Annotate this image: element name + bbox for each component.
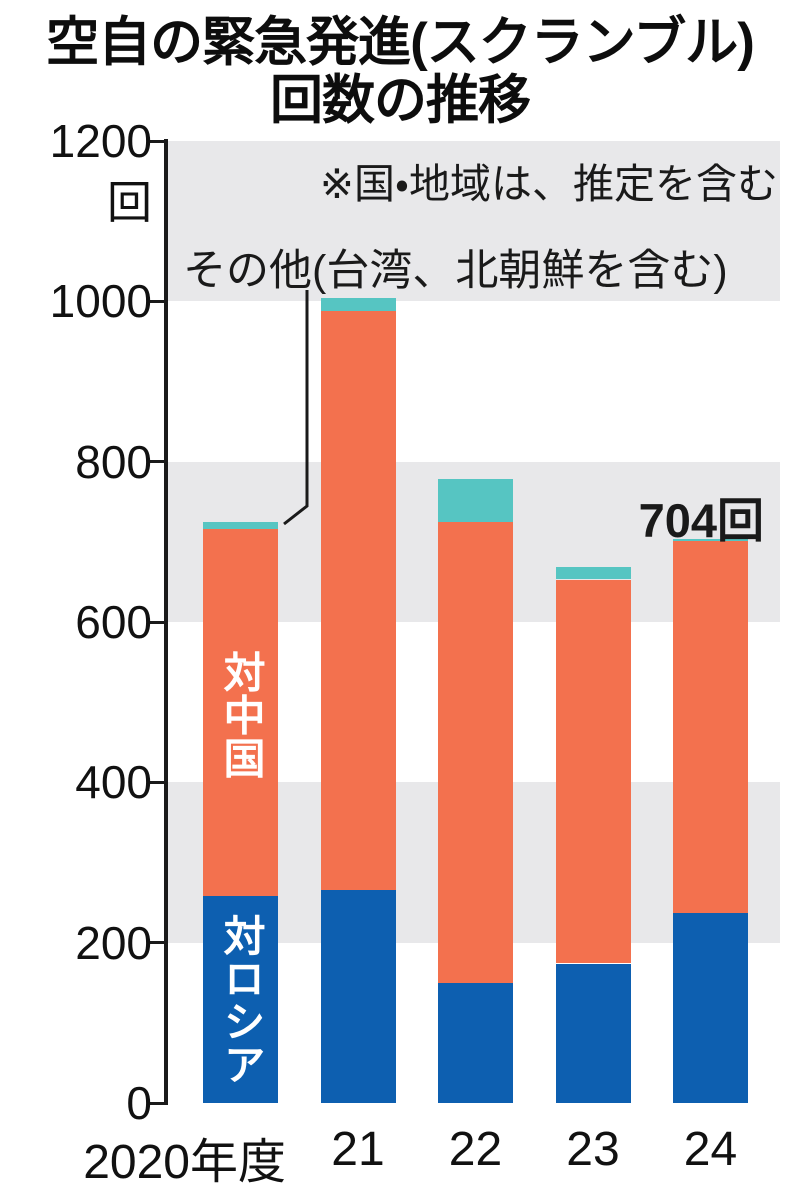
x-label-22: 22 (448, 1123, 503, 1176)
y-axis-unit-label: 回 (106, 177, 152, 228)
bar-segment-21-対ロシア (320, 889, 396, 1103)
bar-segment-2020年度-対ロシア (203, 896, 278, 1103)
chart-title: 空自の緊急発進(スクランブル) 回数の推移 (0, 14, 800, 130)
x-label-24: 24 (683, 1123, 738, 1176)
total-annotation-2024: 704回 (638, 494, 764, 547)
grid-band-800-1000 (166, 301, 780, 462)
y-tick-600 (150, 620, 166, 624)
other-series-label: その他(台湾、北朝鮮を含む) (183, 247, 728, 295)
footnote: ※国・地域は、推定を含む (319, 161, 778, 207)
y-tick-label-0: 0 (126, 1077, 152, 1129)
bar-segment-2020年度-対中国 (203, 529, 278, 897)
bar-segment-23-その他(台湾、北朝鮮を含む) (555, 566, 631, 580)
y-tick-label-1200: 1200 (49, 115, 152, 167)
bar-segment-21-対中国 (320, 310, 396, 890)
x-label-23: 23 (566, 1123, 620, 1176)
bar-segment-23-対ロシア (555, 963, 631, 1103)
y-tick-0 (150, 1101, 166, 1105)
bar-segment-24-対ロシア (673, 913, 748, 1103)
chart-title-line1: 空自の緊急発進(スクランブル) (46, 13, 755, 72)
x-label-2020年度: 2020年度 (83, 1136, 286, 1189)
y-tick-label-200: 200 (75, 916, 152, 969)
y-tick-label-800: 800 (75, 435, 152, 488)
russia-segment-label: 対ロシア (218, 914, 265, 1086)
bar-segment-21-その他(台湾、北朝鮮を含む) (320, 298, 396, 311)
y-tick-200 (150, 941, 166, 945)
y-tick-label-1000: 1000 (49, 275, 152, 328)
y-tick-label-400: 400 (75, 756, 152, 809)
bar-segment-24-その他(台湾、北朝鮮を含む) (673, 538, 748, 542)
bar-segment-22-対中国 (438, 521, 513, 983)
y-tick-1000 (150, 299, 166, 303)
y-tick-400 (150, 780, 166, 784)
china-segment-label: 対中国 (218, 650, 265, 780)
bar-segment-22-対ロシア (438, 982, 513, 1103)
bar-segment-24-対中国 (673, 541, 748, 913)
y-tick-1200 (150, 139, 166, 143)
grid-band-1000-1200 (166, 141, 780, 302)
y-tick-label-600: 600 (75, 596, 152, 648)
bar-segment-22-その他(台湾、北朝鮮を含む) (438, 479, 513, 522)
bar-segment-2020年度-その他(台湾、北朝鮮を含む) (203, 521, 278, 529)
chart-title-line2: 回数の推移 (270, 71, 531, 130)
bar-segment-23-対中国 (555, 579, 631, 964)
y-tick-800 (150, 460, 166, 464)
x-label-21: 21 (331, 1123, 385, 1176)
